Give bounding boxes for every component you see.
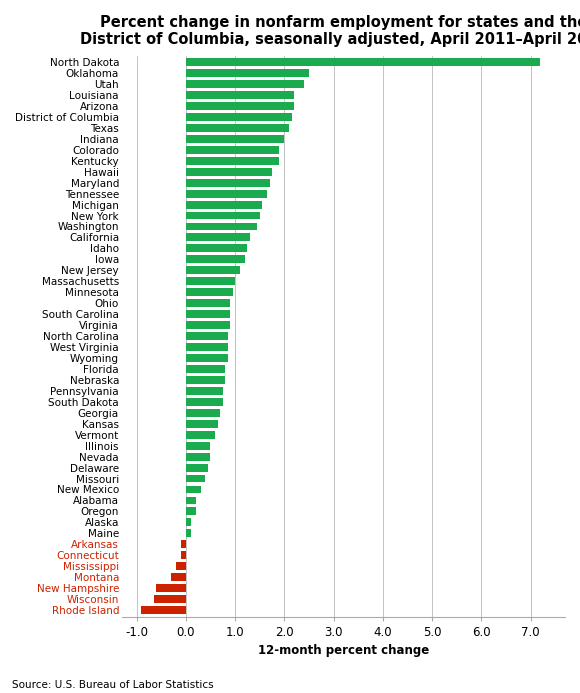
Bar [186, 453, 211, 461]
Bar [181, 552, 186, 559]
Bar [186, 266, 240, 274]
Bar [186, 113, 292, 121]
Bar [186, 321, 230, 329]
Bar [186, 518, 191, 526]
Bar [176, 562, 186, 570]
Bar [186, 168, 272, 175]
Bar [156, 584, 186, 592]
Bar [186, 354, 228, 362]
Bar [186, 486, 201, 493]
Bar [186, 190, 267, 198]
Bar [186, 256, 245, 263]
Bar [154, 595, 186, 603]
Bar [186, 507, 195, 516]
Bar [186, 222, 257, 230]
Bar [186, 146, 280, 154]
Bar [181, 541, 186, 548]
Bar [186, 299, 230, 307]
Bar [186, 288, 233, 296]
Bar [186, 431, 215, 439]
Bar [186, 420, 218, 428]
Bar [186, 376, 225, 384]
Text: Source: U.S. Bureau of Labor Statistics: Source: U.S. Bureau of Labor Statistics [12, 680, 213, 690]
Bar [186, 69, 309, 77]
Bar [171, 573, 186, 581]
Bar [142, 606, 186, 614]
Bar [186, 398, 223, 406]
Bar [186, 234, 250, 241]
Bar [186, 80, 304, 88]
Bar [186, 464, 208, 471]
Bar [186, 245, 247, 252]
Bar [186, 211, 260, 220]
Bar [186, 529, 191, 537]
Bar [186, 496, 195, 505]
Bar [186, 387, 223, 395]
Bar [186, 179, 270, 186]
Bar [186, 277, 235, 286]
Bar [186, 157, 280, 165]
Bar [186, 409, 220, 416]
Title: Percent change in nonfarm employment for states and the
District of Columbia, se: Percent change in nonfarm employment for… [79, 15, 580, 47]
Bar [186, 58, 541, 66]
Bar [186, 310, 230, 318]
Bar [186, 365, 225, 373]
Bar [186, 343, 228, 351]
Bar [186, 200, 262, 209]
Bar [186, 441, 211, 450]
Bar [186, 475, 205, 482]
Bar [186, 332, 228, 340]
Bar [186, 102, 294, 110]
Bar [186, 91, 294, 99]
X-axis label: 12-month percent change: 12-month percent change [258, 644, 429, 657]
Bar [186, 135, 284, 143]
Bar [186, 124, 289, 132]
